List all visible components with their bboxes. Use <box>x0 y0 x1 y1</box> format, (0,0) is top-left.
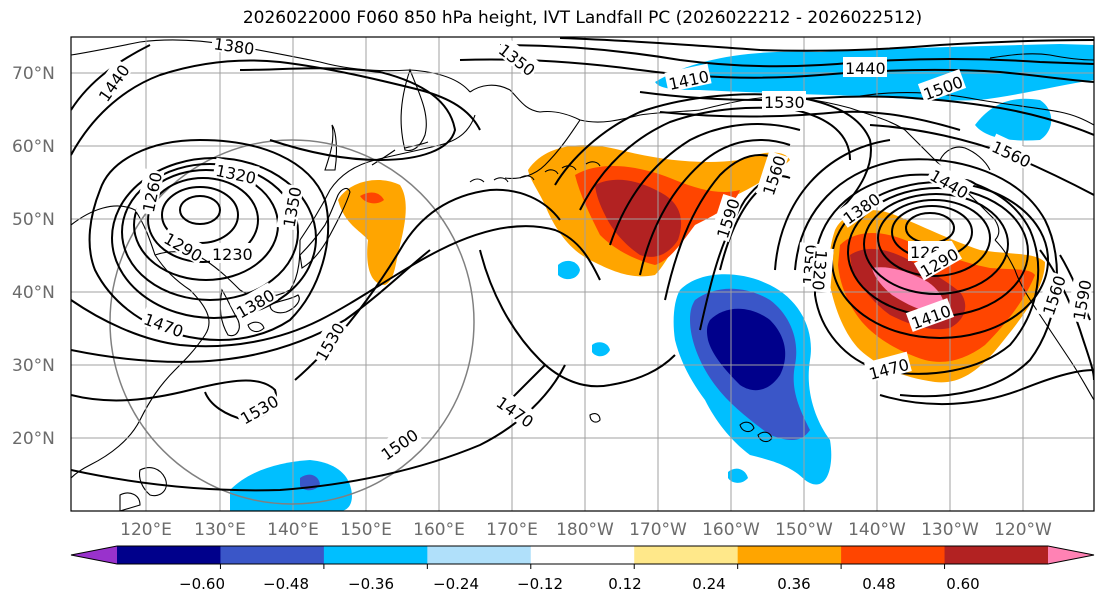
height-contours <box>71 37 1094 492</box>
latitude-labels: 70°N 60°N 50°N 40°N 30°N 20°N <box>12 64 55 449</box>
colorbar-tick-label: 0.36 <box>777 575 810 593</box>
colorbar-extend-high <box>1048 546 1094 564</box>
lon-label: 170°E <box>486 520 538 540</box>
graticule <box>71 37 1094 511</box>
lat-label: 50°N <box>12 210 55 230</box>
lon-label: 160°W <box>702 520 760 540</box>
lat-label: 70°N <box>12 64 55 84</box>
colorbar-tick-label: −0.24 <box>433 575 479 593</box>
colorbar-tick-label: −0.60 <box>179 575 225 593</box>
lon-label: 130°W <box>921 520 979 540</box>
colorbar-tick-label: −0.36 <box>348 575 394 593</box>
colorbar-segment <box>841 546 946 564</box>
colorbar-tick-label: −0.48 <box>263 575 309 593</box>
lon-label: 150°E <box>340 520 392 540</box>
colorbar-outline <box>70 545 1095 565</box>
colorbar-tick-label: 0.12 <box>608 575 641 593</box>
colorbar-segment <box>220 546 325 564</box>
lat-label: 60°N <box>12 137 55 157</box>
colorbar-segment <box>323 546 428 564</box>
lat-label: 40°N <box>12 283 55 303</box>
contour-label: 1380 <box>213 34 256 58</box>
colorbar-ticks <box>219 564 946 569</box>
colorbar: −0.60 −0.48 −0.36 −0.24 −0.12 0.12 0.24 … <box>70 545 1095 593</box>
map-title: 2026022000 F060 850 hPa height, IVT Land… <box>242 8 923 28</box>
contour-label: 1230 <box>212 245 253 264</box>
colorbar-segment <box>117 546 221 564</box>
ivt-negative-spot-3 <box>728 468 748 483</box>
lon-label: 150°W <box>775 520 833 540</box>
lon-label: 160°E <box>413 520 465 540</box>
lon-label: 140°E <box>267 520 319 540</box>
colorbar-segment <box>737 546 842 564</box>
ivt-positive-region-japan <box>338 180 406 285</box>
contour-label: 1530 <box>764 93 805 112</box>
colorbar-tick-labels: −0.60 −0.48 −0.36 −0.24 −0.12 0.12 0.24 … <box>179 575 980 593</box>
ivt-negative-spot-2 <box>592 342 610 357</box>
lon-label: 130°E <box>194 520 246 540</box>
colorbar-segment <box>634 546 739 564</box>
lat-label: 30°N <box>12 356 55 376</box>
contour-label: 1320 <box>808 249 830 291</box>
longitude-labels: 120°E 130°E 140°E 150°E 160°E 170°E 180°… <box>120 520 1052 540</box>
colorbar-segments <box>71 546 1094 564</box>
lon-label: 180°W <box>556 520 614 540</box>
ivt-negative-spot-1 <box>558 260 580 280</box>
lon-label: 140°W <box>848 520 906 540</box>
colorbar-extend-low <box>71 546 117 564</box>
colorbar-tick-label: −0.12 <box>517 575 563 593</box>
lon-label: 120°W <box>994 520 1052 540</box>
colorbar-segment <box>427 546 532 564</box>
ivt-negative-region-alaska <box>975 98 1052 141</box>
lon-label: 120°E <box>120 520 172 540</box>
ivt-positive-region-npac-max <box>595 179 682 257</box>
colorbar-tick-label: 0.24 <box>692 575 725 593</box>
colorbar-tick-label: 0.60 <box>946 575 979 593</box>
colorbar-segment <box>944 546 1049 564</box>
contour-label: 1440 <box>845 59 886 78</box>
ivt-negative-region-tropics <box>230 460 352 511</box>
colorbar-segment <box>530 546 635 564</box>
colorbar-tick-label: 0.48 <box>862 575 895 593</box>
lon-label: 170°W <box>629 520 687 540</box>
lat-label: 20°N <box>12 429 55 449</box>
plot-frame <box>70 36 1095 512</box>
ivt-negative-region-central-core <box>706 308 786 391</box>
